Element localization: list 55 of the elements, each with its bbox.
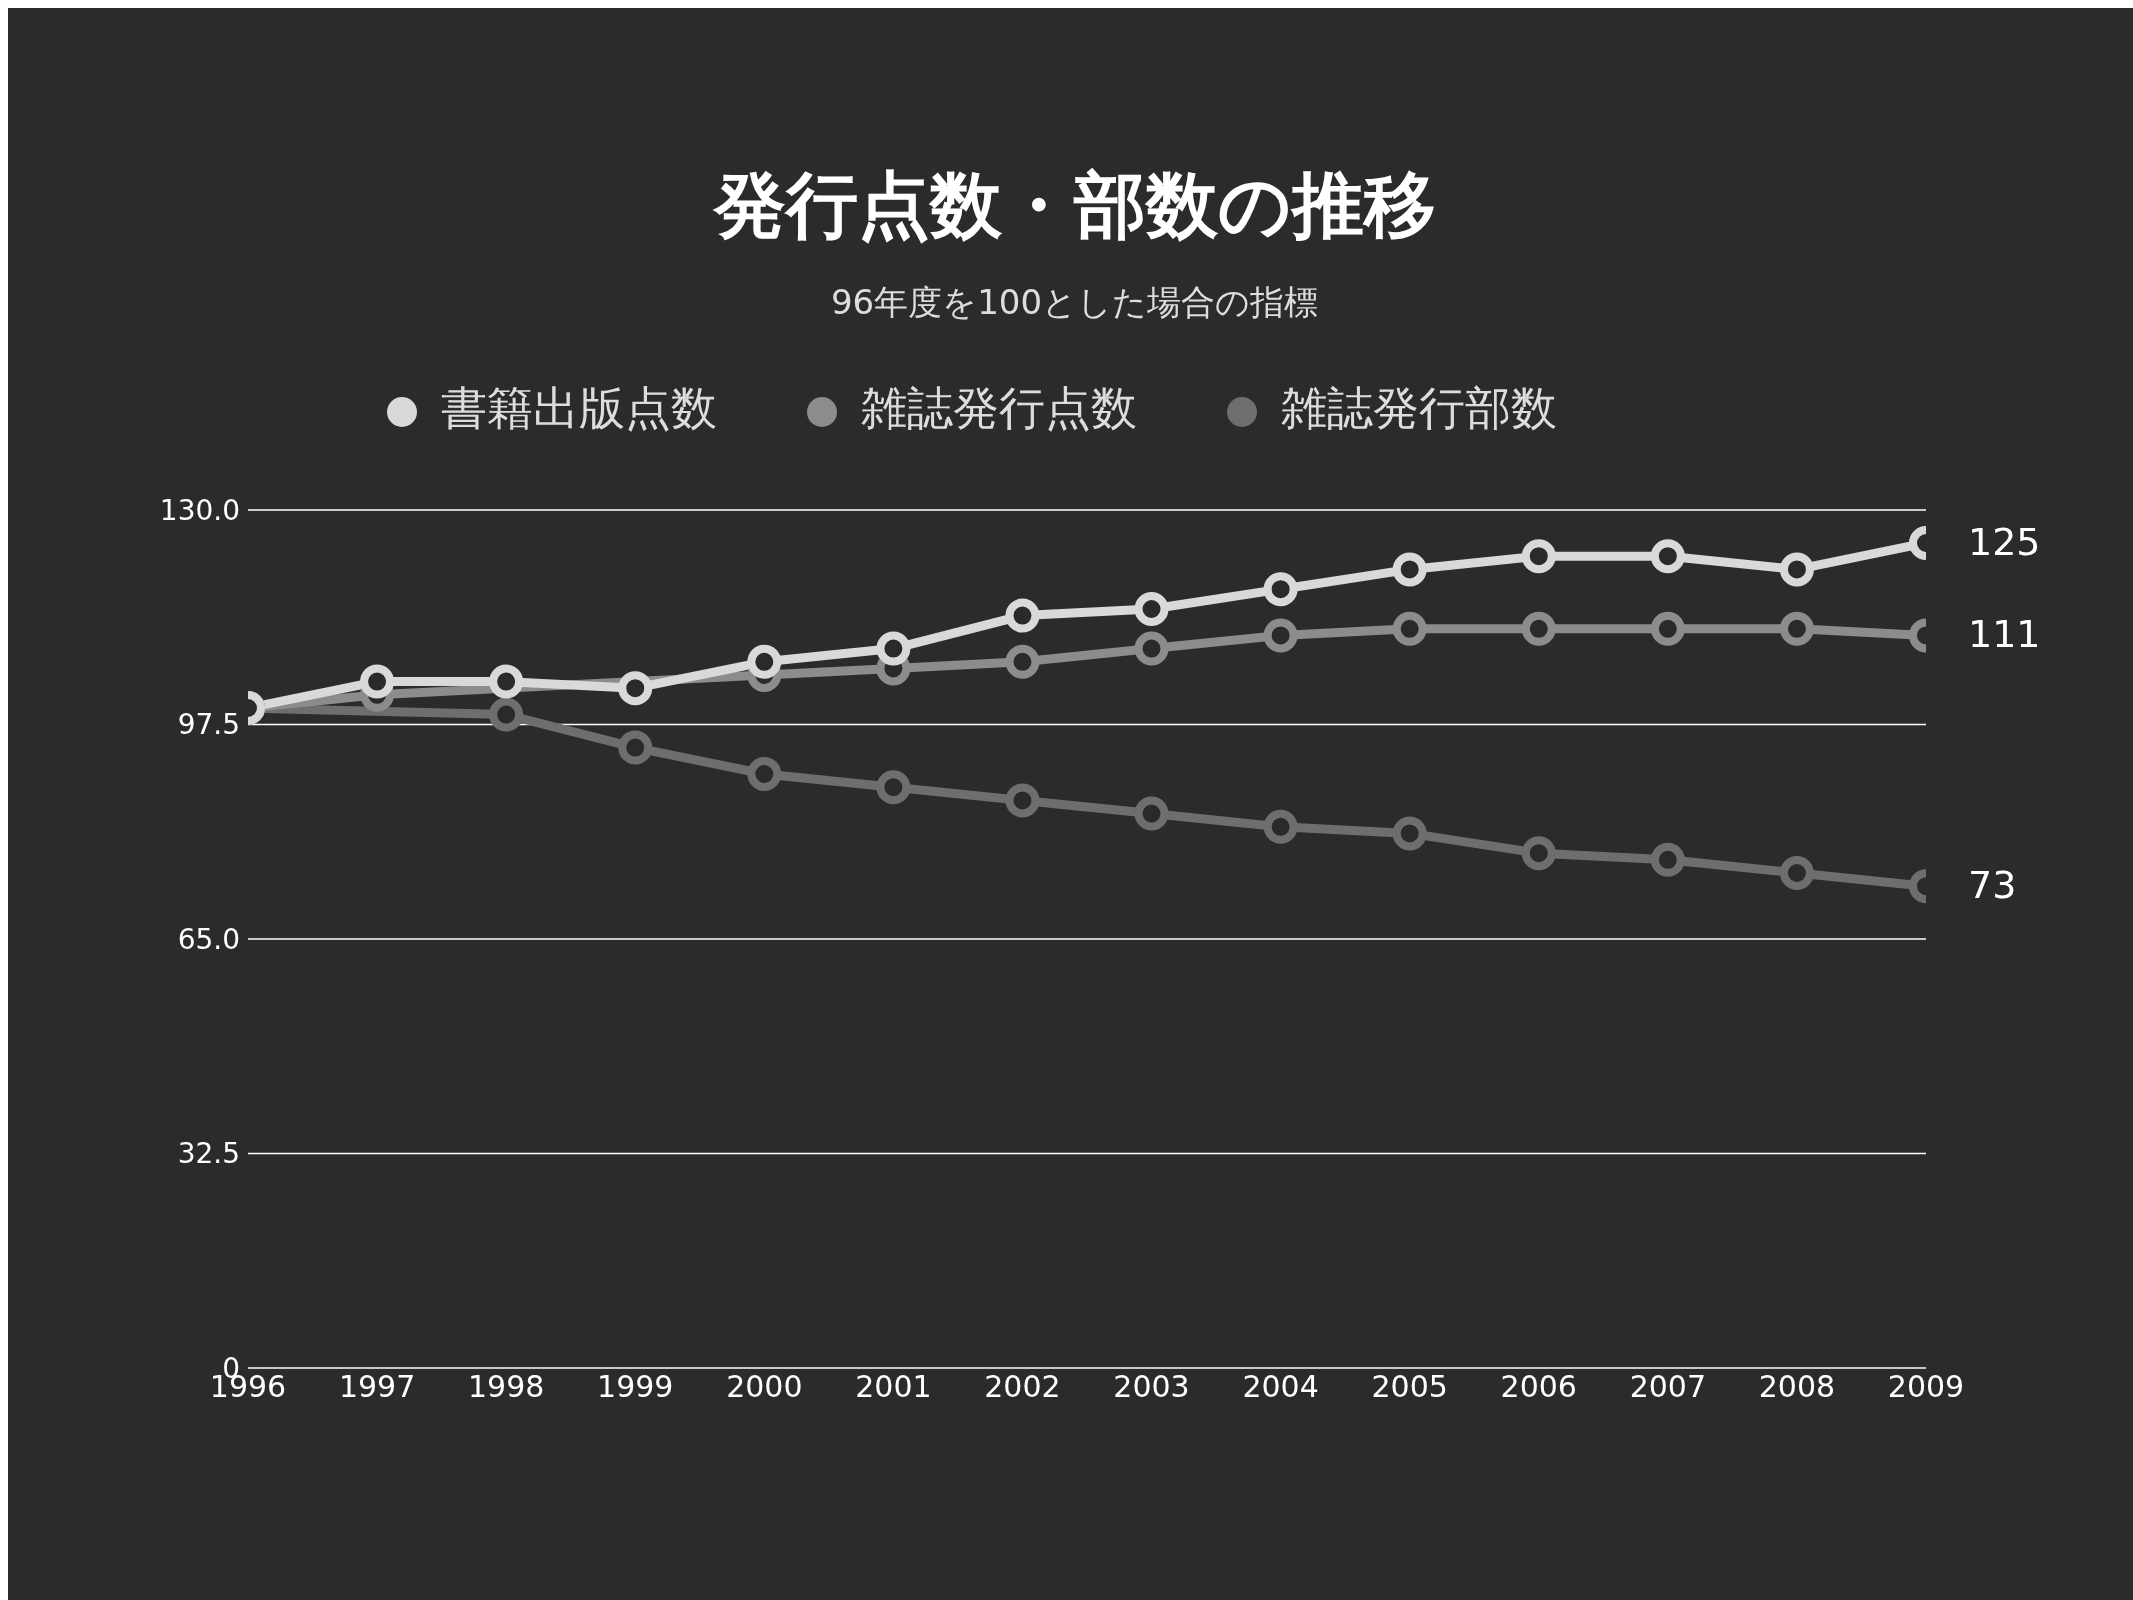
- x-tick-label: 1997: [338, 1369, 416, 1405]
- point: [618, 730, 653, 765]
- x-tick-label: 2007: [1629, 1369, 1707, 1405]
- point: [1134, 631, 1169, 666]
- point: [489, 664, 524, 699]
- point: [360, 664, 395, 699]
- x-tick-label: 2005: [1371, 1369, 1448, 1405]
- point: [1650, 539, 1685, 574]
- x-tick-label: 2004: [1242, 1369, 1319, 1405]
- point: [1134, 796, 1169, 831]
- data-label: 73: [1968, 863, 2017, 908]
- point: [1134, 592, 1169, 626]
- x-tick-label: 2002: [984, 1369, 1061, 1405]
- point: [1779, 856, 1814, 890]
- point: [1005, 598, 1040, 633]
- point: [1005, 644, 1040, 679]
- legend-label: 雑誌発行点数: [861, 381, 1137, 435]
- y-tick-label: 97.5: [177, 708, 240, 742]
- point: [1650, 611, 1685, 646]
- point: [1521, 836, 1556, 871]
- point: [747, 757, 782, 791]
- x-tick-label: 2001: [855, 1369, 932, 1405]
- chart-subtitle: 96年度を100とした場合の指標: [829, 281, 1320, 324]
- point: [1650, 842, 1685, 877]
- legend-label: 書籍出版点数: [441, 381, 717, 435]
- x-tick-label: 1999: [597, 1369, 674, 1405]
- x-tick-label: 2006: [1500, 1369, 1577, 1405]
- x-tick-label: 2009: [1887, 1369, 1965, 1405]
- x-tick-label: 2008: [1758, 1369, 1836, 1405]
- point: [876, 631, 911, 666]
- data-label: 111: [1968, 612, 2041, 657]
- point: [618, 671, 653, 706]
- x-tick-label: 1998: [467, 1369, 545, 1405]
- point: [1263, 618, 1298, 653]
- y-tick-label: 32.5: [177, 1137, 240, 1171]
- point: [1521, 611, 1556, 646]
- y-tick-label: 130.0: [159, 493, 240, 527]
- x-tick-label: 2000: [726, 1369, 803, 1405]
- point: [1779, 552, 1814, 587]
- point: [1392, 611, 1427, 646]
- point: [489, 697, 524, 732]
- legend-label: 雑誌発行部数: [1281, 381, 1557, 435]
- point: [1392, 816, 1427, 851]
- point: [1392, 552, 1427, 587]
- point: [747, 644, 782, 679]
- chart-title: 発行点数・部数の推移: [712, 161, 1437, 249]
- point: [1779, 611, 1814, 646]
- point: [1005, 783, 1040, 818]
- data-label: 125: [1968, 520, 2041, 564]
- point: [1263, 572, 1298, 607]
- point: [876, 770, 911, 805]
- y-tick-label: 65.0: [177, 922, 240, 956]
- x-tick-label: 2003: [1113, 1369, 1190, 1405]
- point: [1521, 539, 1556, 574]
- point: [1263, 809, 1298, 844]
